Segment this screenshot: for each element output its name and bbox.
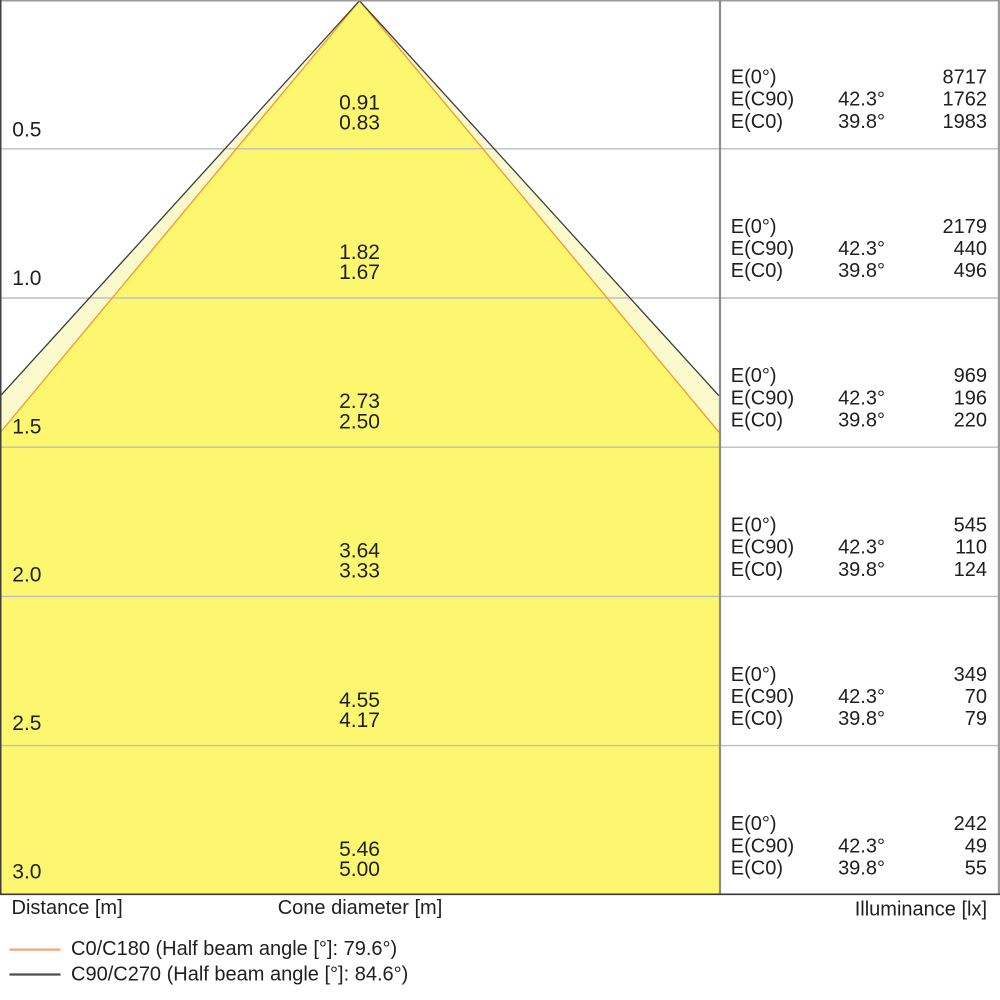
svg-text:0.91: 0.91 bbox=[339, 92, 380, 115]
svg-text:2179: 2179 bbox=[943, 216, 988, 238]
svg-text:39.8°: 39.8° bbox=[838, 111, 885, 133]
svg-text:5.00: 5.00 bbox=[339, 858, 380, 881]
svg-text:4.17: 4.17 bbox=[339, 709, 380, 732]
svg-text:3.0: 3.0 bbox=[12, 860, 41, 883]
svg-text:E(C90): E(C90) bbox=[731, 89, 794, 111]
svg-text:E(C90): E(C90) bbox=[731, 387, 794, 409]
svg-text:8717: 8717 bbox=[943, 66, 988, 88]
svg-text:E(0°): E(0°) bbox=[731, 813, 777, 835]
svg-text:220: 220 bbox=[954, 410, 987, 432]
svg-text:E(0°): E(0°) bbox=[731, 664, 777, 686]
svg-text:Illuminance [lx]: Illuminance [lx] bbox=[855, 899, 987, 921]
svg-text:C90/C270 (Half beam angle [°]:: C90/C270 (Half beam angle [°]: 84.6°) bbox=[71, 963, 408, 985]
svg-text:196: 196 bbox=[954, 387, 987, 409]
svg-text:Distance [m]: Distance [m] bbox=[12, 897, 123, 919]
svg-text:42.3°: 42.3° bbox=[838, 537, 885, 559]
svg-text:39.8°: 39.8° bbox=[838, 858, 885, 880]
svg-text:E(C90): E(C90) bbox=[731, 835, 794, 857]
svg-text:1.82: 1.82 bbox=[339, 241, 380, 264]
svg-text:39.8°: 39.8° bbox=[838, 410, 885, 432]
svg-text:79: 79 bbox=[965, 708, 987, 730]
svg-text:E(C0): E(C0) bbox=[731, 410, 783, 432]
svg-text:1.0: 1.0 bbox=[12, 267, 41, 290]
svg-text:2.0: 2.0 bbox=[12, 564, 41, 587]
svg-text:5.46: 5.46 bbox=[339, 838, 380, 861]
svg-text:124: 124 bbox=[954, 559, 987, 581]
svg-text:42.3°: 42.3° bbox=[838, 387, 885, 409]
svg-text:E(C90): E(C90) bbox=[731, 537, 794, 559]
svg-text:42.3°: 42.3° bbox=[838, 835, 885, 857]
svg-text:39.8°: 39.8° bbox=[838, 708, 885, 730]
svg-text:440: 440 bbox=[954, 238, 987, 260]
svg-text:110: 110 bbox=[955, 537, 987, 559]
svg-text:C0/C180 (Half beam angle [°]:: C0/C180 (Half beam angle [°]: 79.6°) bbox=[71, 938, 397, 960]
svg-text:E(C90): E(C90) bbox=[731, 238, 794, 260]
svg-text:E(0°): E(0°) bbox=[731, 514, 777, 536]
svg-text:242: 242 bbox=[954, 813, 987, 835]
svg-text:E(C0): E(C0) bbox=[731, 708, 783, 730]
svg-text:2.73: 2.73 bbox=[339, 390, 380, 413]
svg-text:39.8°: 39.8° bbox=[838, 260, 885, 282]
svg-text:E(C0): E(C0) bbox=[731, 559, 783, 581]
svg-text:E(0°): E(0°) bbox=[731, 365, 777, 387]
svg-text:39.8°: 39.8° bbox=[838, 559, 885, 581]
svg-text:42.3°: 42.3° bbox=[838, 686, 885, 708]
svg-text:4.55: 4.55 bbox=[339, 689, 380, 712]
svg-text:349: 349 bbox=[954, 664, 987, 686]
svg-text:3.33: 3.33 bbox=[339, 560, 380, 583]
svg-text:E(C0): E(C0) bbox=[731, 858, 783, 880]
svg-text:969: 969 bbox=[954, 365, 987, 387]
svg-text:1762: 1762 bbox=[943, 89, 988, 111]
svg-text:E(C0): E(C0) bbox=[731, 111, 783, 133]
svg-text:E(C90): E(C90) bbox=[731, 686, 794, 708]
svg-text:1.5: 1.5 bbox=[12, 415, 41, 438]
svg-text:1983: 1983 bbox=[943, 111, 988, 133]
svg-text:496: 496 bbox=[954, 260, 987, 282]
svg-text:E(0°): E(0°) bbox=[731, 216, 777, 238]
svg-text:42.3°: 42.3° bbox=[838, 89, 885, 111]
svg-text:Cone diameter [m]: Cone diameter [m] bbox=[278, 897, 443, 919]
svg-text:3.64: 3.64 bbox=[339, 540, 380, 563]
svg-text:E(0°): E(0°) bbox=[731, 66, 777, 88]
svg-text:49: 49 bbox=[965, 835, 987, 857]
svg-text:2.50: 2.50 bbox=[339, 410, 380, 433]
svg-text:55: 55 bbox=[965, 858, 987, 880]
svg-text:545: 545 bbox=[954, 514, 987, 536]
svg-text:70: 70 bbox=[965, 686, 987, 708]
svg-text:2.5: 2.5 bbox=[12, 712, 41, 735]
svg-text:42.3°: 42.3° bbox=[838, 238, 885, 260]
svg-text:0.83: 0.83 bbox=[339, 112, 380, 135]
svg-text:E(C0): E(C0) bbox=[731, 260, 783, 282]
svg-text:1.67: 1.67 bbox=[339, 261, 380, 284]
svg-text:0.5: 0.5 bbox=[12, 119, 41, 142]
